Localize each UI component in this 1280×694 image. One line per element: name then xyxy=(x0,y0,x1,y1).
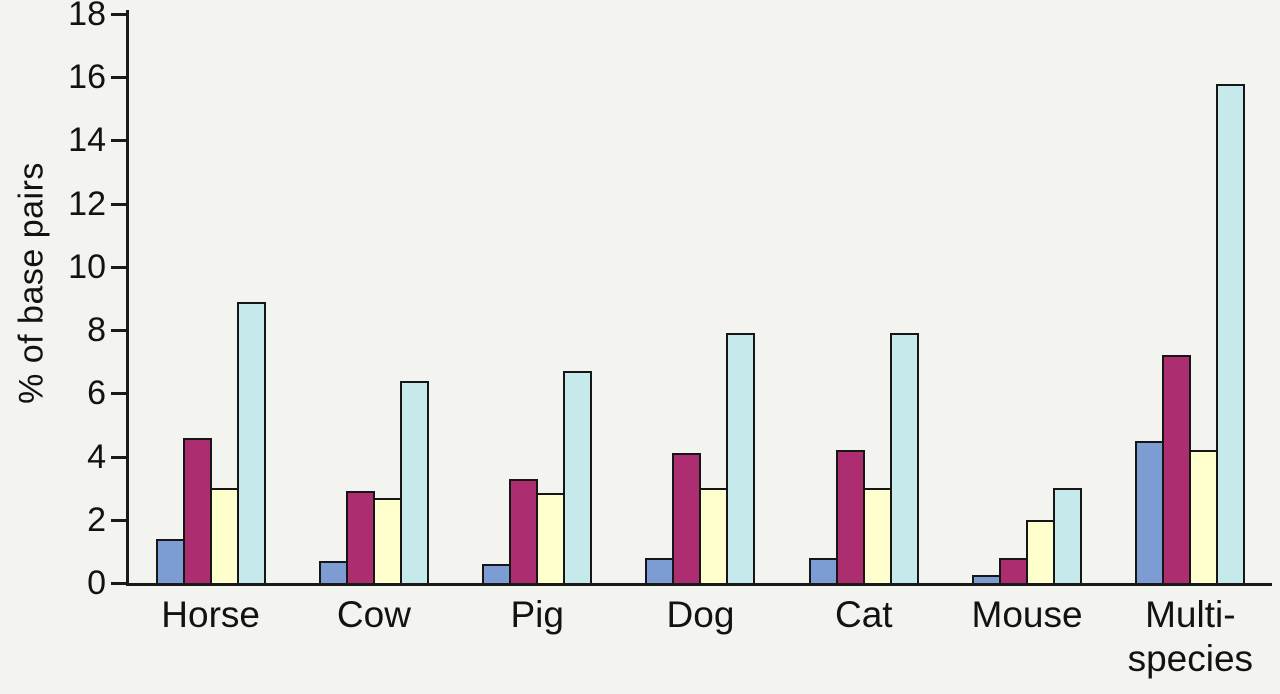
category-label: Horse xyxy=(161,594,260,635)
category-group-horse: Horse xyxy=(129,14,292,635)
category-group-pig: Pig xyxy=(456,14,619,635)
bar-series-3-yellow xyxy=(1026,519,1056,583)
category-label: Pig xyxy=(510,594,564,635)
y-tick-mark xyxy=(111,582,126,585)
bar-series-3-yellow xyxy=(699,488,729,583)
y-tick-mark xyxy=(111,518,126,522)
bar-series-2-magenta xyxy=(999,557,1029,583)
bar-series-1-blue xyxy=(645,557,675,583)
y-tick-label: 8 xyxy=(87,311,106,350)
y-tick-label: 10 xyxy=(68,247,106,286)
y-tick-label: 0 xyxy=(87,564,106,602)
bar-series-3-yellow xyxy=(536,492,566,583)
bar-series-4-cyan xyxy=(563,371,593,583)
bar-series-1-blue xyxy=(1135,440,1165,583)
bar-series-1-blue xyxy=(972,575,1002,583)
category-label: Multi- species xyxy=(1127,594,1254,679)
category-label: Dog xyxy=(666,594,735,635)
y-axis-line xyxy=(126,10,129,586)
bar-series-2-magenta xyxy=(835,450,865,583)
y-tick-mark xyxy=(111,13,126,16)
y-tick-mark xyxy=(111,392,126,396)
bar-series-3-yellow xyxy=(862,488,892,583)
category-group-mouse: Mouse xyxy=(945,14,1108,635)
category-label: Mouse xyxy=(971,594,1083,635)
bar-series-4-cyan xyxy=(889,333,919,583)
bar-series-4-cyan xyxy=(1053,488,1083,583)
bar-series-4-cyan xyxy=(236,301,266,583)
category-label: Cat xyxy=(834,594,893,635)
y-tick-label: 2 xyxy=(87,500,106,539)
y-tick-label: 4 xyxy=(87,437,106,476)
y-tick-mark xyxy=(111,202,126,206)
bar-series-1-blue xyxy=(155,538,185,583)
y-tick-label: 16 xyxy=(68,58,106,97)
y-tick-mark xyxy=(111,265,126,269)
plot-area: Horse Cow Pig Dog Cat Mouse Multi- species xyxy=(129,14,1272,679)
y-tick-mark xyxy=(111,139,126,143)
bar-series-4-cyan xyxy=(1216,83,1246,583)
category-label: Cow xyxy=(336,594,411,635)
category-group-cat: Cat xyxy=(782,14,945,635)
bar-series-1-blue xyxy=(482,564,512,583)
bar-series-3-yellow xyxy=(209,488,239,583)
bar-series-2-magenta xyxy=(345,491,375,583)
bar-series-1-blue xyxy=(808,557,838,583)
bar-series-2-magenta xyxy=(672,453,702,583)
bar-series-4-cyan xyxy=(399,380,429,583)
bar-series-3-yellow xyxy=(1189,450,1219,583)
y-tick-label: 12 xyxy=(68,184,106,223)
y-tick-mark xyxy=(111,329,126,333)
bar-series-3-yellow xyxy=(372,497,402,583)
y-tick-label: 6 xyxy=(87,374,106,413)
y-tick-mark xyxy=(111,76,126,80)
category-group-cow: Cow xyxy=(292,14,455,635)
bar-series-2-magenta xyxy=(509,478,539,583)
x-axis-line xyxy=(126,583,1272,586)
category-group-dog: Dog xyxy=(619,14,782,635)
y-tick-mark xyxy=(111,455,126,459)
bar-series-1-blue xyxy=(318,560,348,583)
y-tick-label: 14 xyxy=(68,121,106,160)
bar-series-2-magenta xyxy=(182,437,212,583)
bar-series-4-cyan xyxy=(726,333,756,583)
bar-series-2-magenta xyxy=(1162,355,1192,583)
category-group-multi: Multi- species xyxy=(1109,14,1272,679)
y-tick-label: 18 xyxy=(68,0,106,33)
